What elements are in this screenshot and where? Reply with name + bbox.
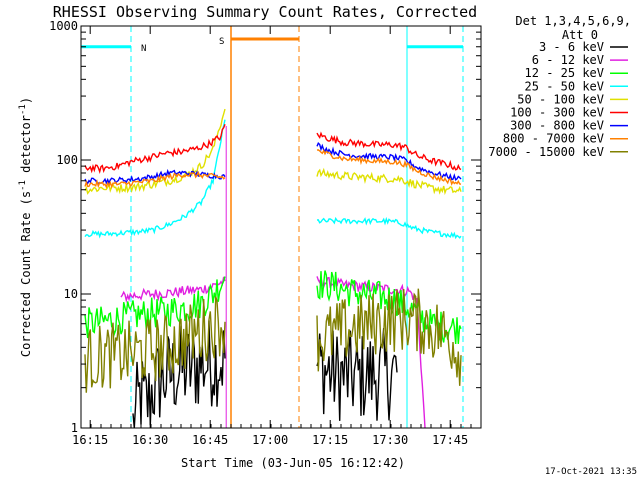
series-7-segment-0 xyxy=(84,170,226,189)
legend-label-2: 12 - 25 keV xyxy=(525,66,604,80)
series-0-segment-0 xyxy=(132,320,226,429)
series-3-segment-1 xyxy=(316,216,462,240)
legend-label-7: 800 - 7000 keV xyxy=(503,132,604,146)
series-8-segment-1 xyxy=(316,288,462,386)
x-tick-label-5: 17:30 xyxy=(372,433,408,447)
legend-label-4: 50 - 100 keV xyxy=(517,92,604,106)
x-axis-label: Start Time (03-Jun-05 16:12:42) xyxy=(181,456,405,470)
y-tick-label-0: 1 xyxy=(71,421,78,435)
series-4-segment-0 xyxy=(84,108,226,195)
x-tick-label-0: 16:15 xyxy=(72,433,108,447)
series-2-segment-0 xyxy=(84,276,226,339)
x-tick-label-2: 16:45 xyxy=(192,433,228,447)
chart-title: RHESSI Observing Summary Count Rates, Co… xyxy=(53,3,477,21)
legend-label-3: 25 - 50 keV xyxy=(525,79,604,93)
night-label: N xyxy=(141,44,146,54)
legend-header-line1: Det 1,3,4,5,6,9, xyxy=(515,14,631,28)
legend-header-line2: Att 0 xyxy=(562,28,598,42)
legend-label-1: 6 - 12 keV xyxy=(532,53,604,67)
axis-layer: 16:15 16:30 16:45 17:00 17:15 17:30 17:45 1 10 10… xyxy=(49,19,481,447)
series-5-segment-0 xyxy=(84,123,226,174)
x-tick-label-1: 16:30 xyxy=(132,433,168,447)
y-axis-label-part1: Corrected Count Rate (s xyxy=(19,191,33,357)
footer-timestamp: 17-Oct-2021 13:35 xyxy=(545,467,637,477)
y-axis-label: Corrected Count Rate (s-1 detector-1) xyxy=(18,97,33,357)
y-tick-label-3: 1000 xyxy=(49,19,78,33)
legend-label-0: 3 - 6 keV xyxy=(539,40,604,54)
y-axis-label-part3: ) xyxy=(19,97,33,104)
legend-label-8: 7000 - 15000 keV xyxy=(488,145,604,159)
series-7-segment-1 xyxy=(316,149,462,186)
x-tick-label-3: 17:00 xyxy=(252,433,288,447)
series-3-segment-0 xyxy=(84,119,226,239)
y-axis-label-sup2: -1 xyxy=(18,104,28,115)
series-5-segment-1 xyxy=(316,131,462,171)
y-tick-label-1: 10 xyxy=(64,287,78,301)
series-6-segment-1 xyxy=(316,142,462,181)
y-axis-label-sup1: -1 xyxy=(18,180,28,191)
x-tick-label-4: 17:15 xyxy=(312,433,348,447)
legend-label-6: 300 - 800 keV xyxy=(510,119,604,133)
series-8-segment-0 xyxy=(84,296,226,393)
series-1-segment-0 xyxy=(120,276,226,304)
legend-label-5: 100 - 300 keV xyxy=(510,106,604,120)
series-6-segment-0 xyxy=(84,168,226,186)
x-tick-label-6: 17:45 xyxy=(432,433,468,447)
series-4-segment-1 xyxy=(316,167,462,196)
y-tick-label-2: 100 xyxy=(56,153,78,167)
series-layer xyxy=(84,108,462,429)
saa-label: S xyxy=(219,37,224,47)
annotation-layer: NS xyxy=(81,26,464,428)
y-axis-label-part2: detector xyxy=(19,115,33,180)
